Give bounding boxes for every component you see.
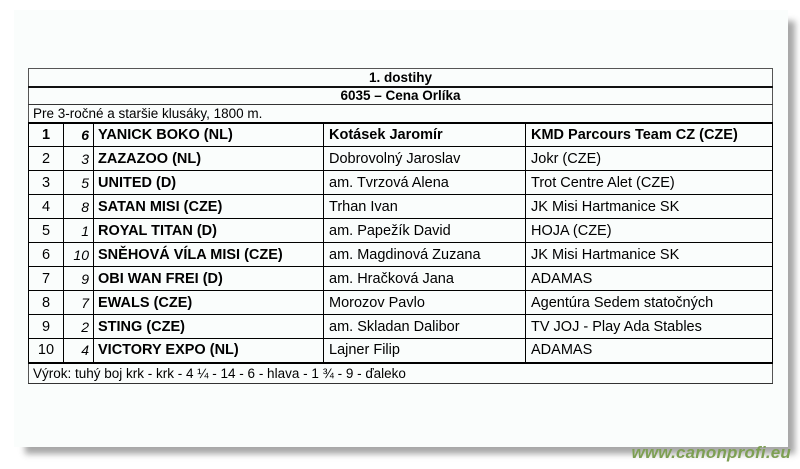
horse-name-cell: OBI WAN FREI (D) xyxy=(93,266,324,291)
horse-name-cell: VICTORY EXPO (NL) xyxy=(93,338,324,363)
driver-name-cell: am. Papežík David xyxy=(323,218,526,243)
start-number-cell: 8 xyxy=(63,194,94,219)
results-body: 1 6 YANICK BOKO (NL) Kotásek Jaromír KMD… xyxy=(28,122,774,363)
driver-name-cell: am. Hračková Jana xyxy=(323,266,526,291)
horse-name-cell: SNĚHOVÁ VÍLA MISI (CZE) xyxy=(93,242,324,267)
race-conditions-text: Pre 3-ročné a staršie klusáky, 1800 m. xyxy=(28,104,773,124)
race-conditions-row: Pre 3-ročné a staršie klusáky, 1800 m. xyxy=(28,104,773,124)
horse-name-cell: EWALS (CZE) xyxy=(93,290,324,315)
watermark-text: www.canonprofi.eu xyxy=(631,443,791,462)
horse-name-cell: UNITED (D) xyxy=(93,170,324,195)
place-cell: 2 xyxy=(28,146,64,171)
start-number-cell: 1 xyxy=(63,218,94,243)
place-cell: 7 xyxy=(28,266,64,291)
horse-name-cell: ROYAL TITAN (D) xyxy=(93,218,324,243)
race-name-title: 6035 – Cena Orlíka xyxy=(28,86,773,105)
place-cell: 4 xyxy=(28,194,64,219)
table-row: 9 2 STING (CZE) am. Skladan Dalibor TV J… xyxy=(28,314,774,339)
place-cell: 8 xyxy=(28,290,64,315)
driver-name-cell: Dobrovolný Jaroslav xyxy=(323,146,526,171)
race-name-row: 6035 – Cena Orlíka xyxy=(28,86,773,105)
stable-name-cell: ADAMAS xyxy=(524,266,774,291)
driver-name-cell: Trhan Ivan xyxy=(323,194,526,219)
document-page: 1. dostihy 6035 – Cena Orlíka Pre 3-ročn… xyxy=(14,10,788,447)
verdict-row: Výrok: tuhý boj krk - krk - 4 ¼ - 14 - 6… xyxy=(28,361,773,384)
start-number-cell: 4 xyxy=(63,338,94,363)
table-row: 2 3 ZAZAZOO (NL) Dobrovolný Jaroslav Jok… xyxy=(28,146,774,171)
start-number-cell: 7 xyxy=(63,290,94,315)
table-row: 7 9 OBI WAN FREI (D) am. Hračková Jana A… xyxy=(28,266,774,291)
table-row: 5 1 ROYAL TITAN (D) am. Papežík David HO… xyxy=(28,218,774,243)
stable-name-cell: JK Misi Hartmanice SK xyxy=(524,194,774,219)
stable-name-cell: Trot Centre Alet (CZE) xyxy=(524,170,774,195)
table-row: 3 5 UNITED (D) am. Tvrzová Alena Trot Ce… xyxy=(28,170,774,195)
race-number-row: 1. dostihy xyxy=(28,68,773,88)
table-row: 10 4 VICTORY EXPO (NL) Lajner Filip ADAM… xyxy=(28,338,774,363)
stable-name-cell: ADAMAS xyxy=(524,338,774,363)
driver-name-cell: am. Magdinová Zuzana xyxy=(323,242,526,267)
table-row: 4 8 SATAN MISI (CZE) Trhan Ivan JK Misi … xyxy=(28,194,774,219)
horse-name-cell: YANICK BOKO (NL) xyxy=(93,122,324,147)
race-number-title: 1. dostihy xyxy=(28,68,773,88)
horse-name-cell: SATAN MISI (CZE) xyxy=(93,194,324,219)
verdict-text: Výrok: tuhý boj krk - krk - 4 ¼ - 14 - 6… xyxy=(28,361,773,384)
place-cell: 10 xyxy=(28,338,64,363)
place-cell: 5 xyxy=(28,218,64,243)
driver-name-cell: Lajner Filip xyxy=(323,338,526,363)
driver-name-cell: am. Skladan Dalibor xyxy=(323,314,526,339)
driver-name-cell: Kotásek Jaromír xyxy=(323,122,526,147)
stable-name-cell: Jokr (CZE) xyxy=(524,146,774,171)
table-row: 1 6 YANICK BOKO (NL) Kotásek Jaromír KMD… xyxy=(28,122,774,147)
start-number-cell: 2 xyxy=(63,314,94,339)
driver-name-cell: Morozov Pavlo xyxy=(323,290,526,315)
stable-name-cell: HOJA (CZE) xyxy=(524,218,774,243)
start-number-cell: 10 xyxy=(63,242,94,267)
stable-name-cell: KMD Parcours Team CZ (CZE) xyxy=(524,122,774,147)
driver-name-cell: am. Tvrzová Alena xyxy=(323,170,526,195)
place-cell: 1 xyxy=(28,122,64,147)
start-number-cell: 5 xyxy=(63,170,94,195)
stable-name-cell: Agentúra Sedem statočných xyxy=(524,290,774,315)
place-cell: 9 xyxy=(28,314,64,339)
horse-name-cell: STING (CZE) xyxy=(93,314,324,339)
place-cell: 6 xyxy=(28,242,64,267)
horse-name-cell: ZAZAZOO (NL) xyxy=(93,146,324,171)
table-row: 6 10 SNĚHOVÁ VÍLA MISI (CZE) am. Magdino… xyxy=(28,242,774,267)
start-number-cell: 6 xyxy=(63,122,94,147)
start-number-cell: 3 xyxy=(63,146,94,171)
stable-name-cell: TV JOJ - Play Ada Stables xyxy=(524,314,774,339)
race-results-table: 1. dostihy 6035 – Cena Orlíka Pre 3-ročn… xyxy=(28,68,774,384)
place-cell: 3 xyxy=(28,170,64,195)
table-row: 8 7 EWALS (CZE) Morozov Pavlo Agentúra S… xyxy=(28,290,774,315)
stable-name-cell: JK Misi Hartmanice SK xyxy=(524,242,774,267)
start-number-cell: 9 xyxy=(63,266,94,291)
